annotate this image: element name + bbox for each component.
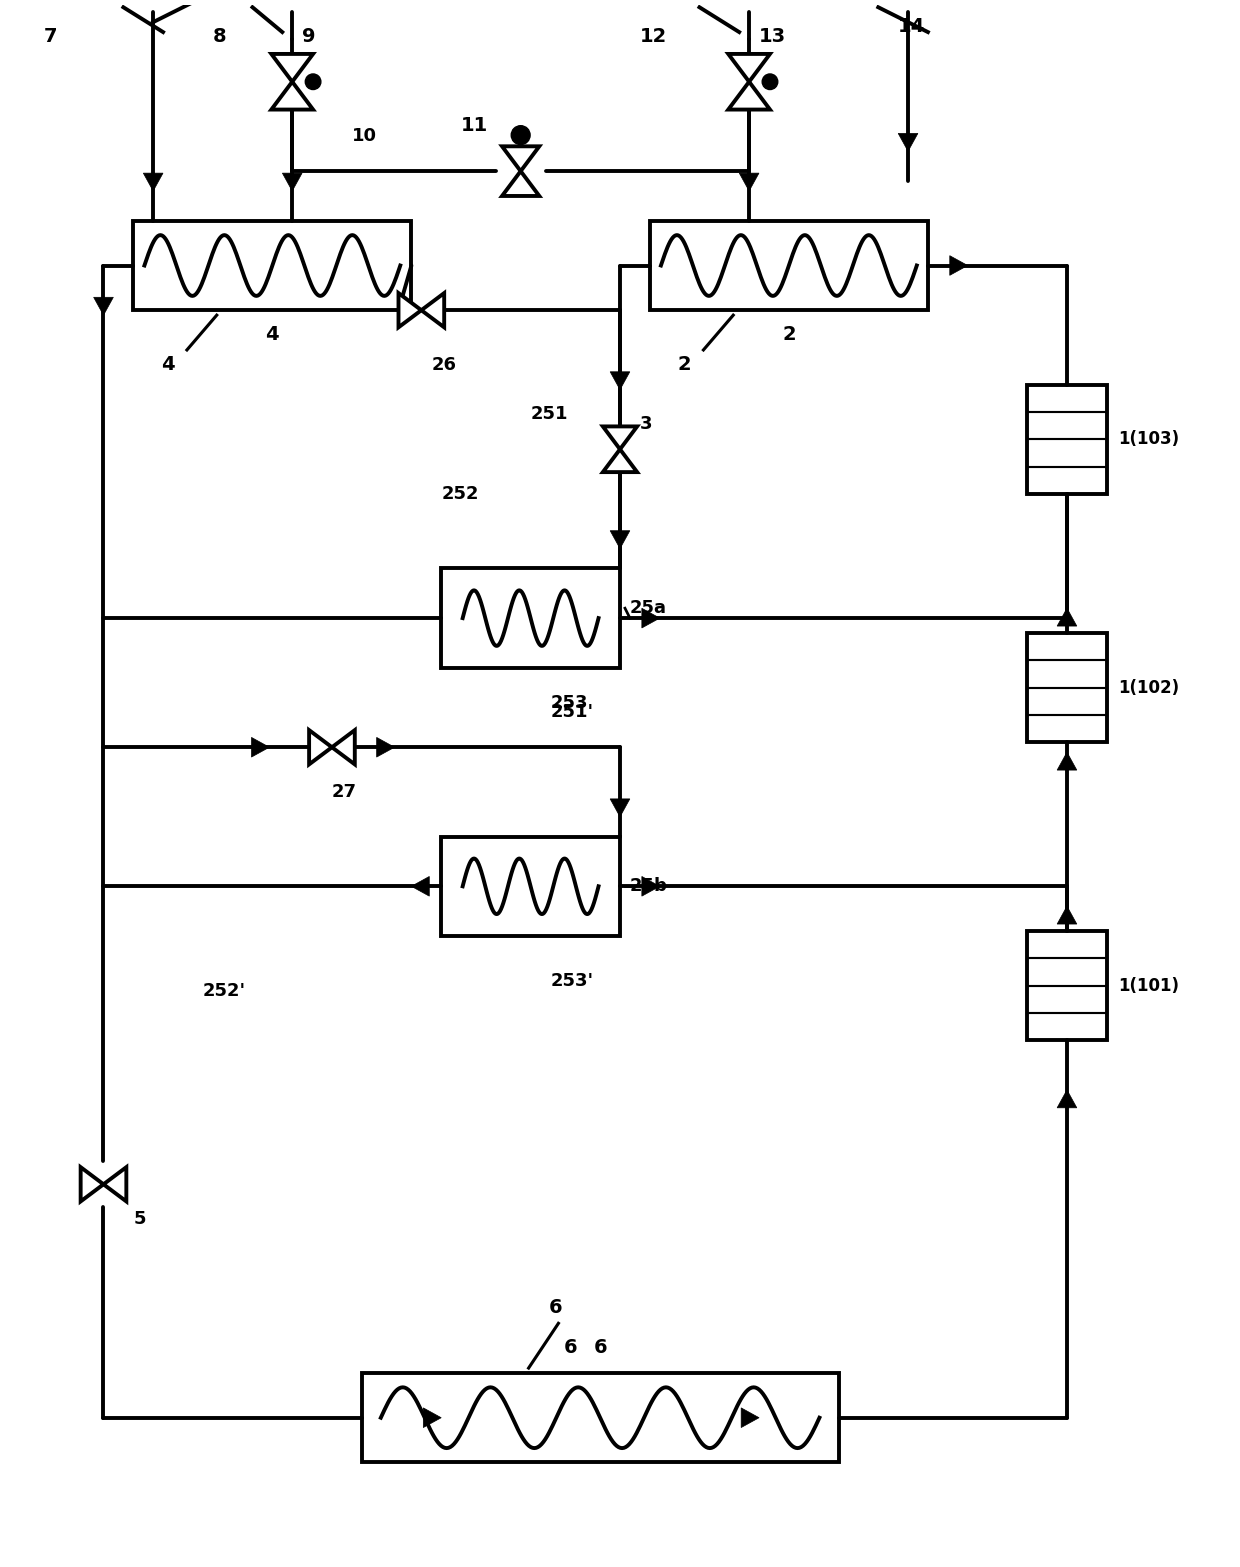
Polygon shape: [412, 876, 429, 896]
Text: 7: 7: [43, 27, 57, 45]
Text: 25b: 25b: [630, 878, 668, 895]
Text: 12: 12: [640, 27, 667, 45]
Circle shape: [763, 74, 777, 89]
Text: 1(103): 1(103): [1118, 431, 1179, 448]
Text: 1(101): 1(101): [1118, 976, 1179, 995]
Polygon shape: [423, 1407, 441, 1428]
Text: 253': 253': [551, 972, 594, 990]
Text: 27: 27: [332, 784, 357, 801]
Bar: [650, 221, 928, 310]
Polygon shape: [610, 371, 630, 390]
Polygon shape: [742, 1407, 759, 1428]
Polygon shape: [144, 172, 162, 191]
Text: 8: 8: [213, 27, 227, 45]
Polygon shape: [610, 531, 630, 548]
Text: 252: 252: [441, 484, 479, 503]
Text: 10: 10: [352, 127, 377, 146]
Bar: [1027, 633, 1107, 743]
Circle shape: [511, 125, 531, 144]
Bar: [1027, 384, 1107, 494]
Text: 6: 6: [563, 1338, 577, 1357]
Text: 25a: 25a: [630, 599, 667, 617]
Text: 9: 9: [303, 27, 316, 45]
Polygon shape: [309, 730, 332, 765]
Polygon shape: [283, 172, 303, 191]
Polygon shape: [950, 255, 967, 276]
Polygon shape: [1058, 1091, 1076, 1108]
Bar: [133, 221, 412, 310]
Polygon shape: [272, 81, 312, 110]
Text: 4: 4: [161, 354, 175, 375]
Polygon shape: [1058, 906, 1076, 925]
Polygon shape: [898, 133, 918, 152]
Text: 1(102): 1(102): [1118, 679, 1179, 697]
Bar: [441, 569, 620, 668]
Text: 14: 14: [898, 17, 925, 36]
Text: 251': 251': [551, 704, 594, 721]
Text: 252': 252': [203, 981, 246, 1000]
Polygon shape: [103, 1167, 126, 1202]
Text: 2: 2: [677, 354, 691, 375]
Polygon shape: [502, 146, 539, 171]
Text: 13: 13: [759, 27, 786, 45]
Text: 5: 5: [133, 1210, 146, 1229]
Polygon shape: [728, 81, 770, 110]
Text: 253: 253: [551, 694, 588, 711]
Polygon shape: [642, 876, 660, 896]
Text: 3: 3: [640, 415, 652, 434]
Polygon shape: [603, 450, 637, 472]
Polygon shape: [1058, 608, 1076, 627]
Polygon shape: [502, 171, 539, 196]
Polygon shape: [81, 1167, 103, 1202]
Polygon shape: [94, 298, 113, 315]
Circle shape: [305, 74, 321, 89]
Bar: [362, 1373, 838, 1462]
Polygon shape: [642, 608, 660, 628]
Polygon shape: [739, 172, 759, 191]
Text: 26: 26: [432, 356, 456, 375]
Polygon shape: [272, 53, 312, 81]
Bar: [441, 837, 620, 935]
Text: 6: 6: [548, 1299, 562, 1318]
Polygon shape: [610, 799, 630, 816]
Text: 251: 251: [531, 406, 568, 423]
Polygon shape: [1058, 752, 1076, 769]
Polygon shape: [252, 738, 269, 757]
Text: 11: 11: [461, 116, 489, 135]
Polygon shape: [603, 426, 637, 450]
Polygon shape: [377, 738, 394, 757]
Text: 6: 6: [593, 1338, 606, 1357]
Bar: [1027, 931, 1107, 1040]
Text: 4: 4: [265, 324, 279, 345]
Text: 2: 2: [782, 324, 796, 345]
Polygon shape: [332, 730, 355, 765]
Polygon shape: [728, 53, 770, 81]
Polygon shape: [398, 293, 422, 328]
Polygon shape: [422, 293, 444, 328]
